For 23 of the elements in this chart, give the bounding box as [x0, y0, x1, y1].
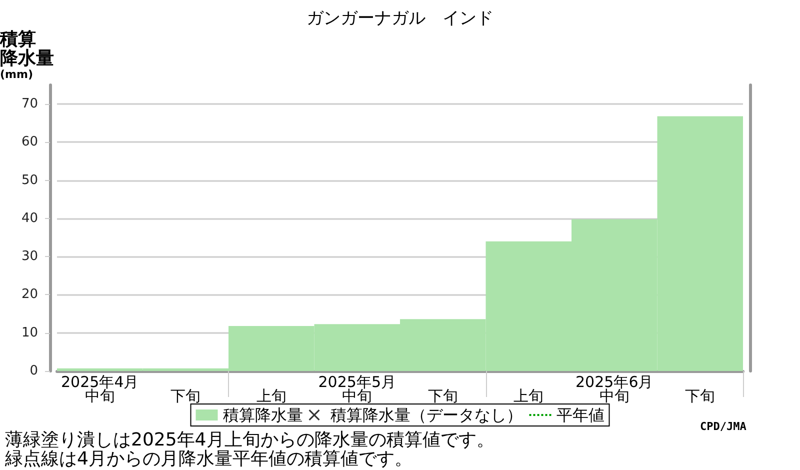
y-tick-label: 20 — [21, 287, 38, 302]
legend-label: 積算降水量 — [222, 406, 303, 424]
y-tick-label: 70 — [21, 96, 38, 112]
x-tick-label: 上旬 — [256, 387, 286, 405]
y-tick-label: 30 — [21, 249, 38, 264]
y-tick-label: 60 — [21, 134, 38, 150]
legend-label: 平年値 — [556, 406, 604, 424]
text: 薄緑塗り潰しは2025年4月上旬からの降水量の積算値です。 — [5, 430, 494, 450]
text: 緑点線は4月からの月降水量平年値の積算値です。 — [4, 448, 412, 470]
x-tick-label: 2025年6月中旬 — [576, 373, 654, 405]
x-tick-label: 2025年4月中旬 — [61, 373, 139, 405]
y-tick-label: 40 — [21, 210, 38, 226]
chart-title: ガンガーナガル インド — [306, 8, 494, 28]
y-tick-label: 50 — [21, 172, 38, 188]
y-tick-label: 0 — [30, 364, 38, 378]
text: CPD/JMA — [700, 420, 747, 433]
x-tick-label: 下旬 — [428, 387, 458, 405]
legend-label: 積算降水量（データなし） — [330, 406, 522, 424]
y-tick-label: 10 — [21, 325, 38, 340]
x-tick-label: 上旬 — [514, 387, 544, 405]
x-tick-label: 下旬 — [685, 387, 716, 405]
x-tick-label: 下旬 — [170, 387, 201, 405]
x-tick-label: 2025年5月中旬 — [318, 373, 396, 405]
